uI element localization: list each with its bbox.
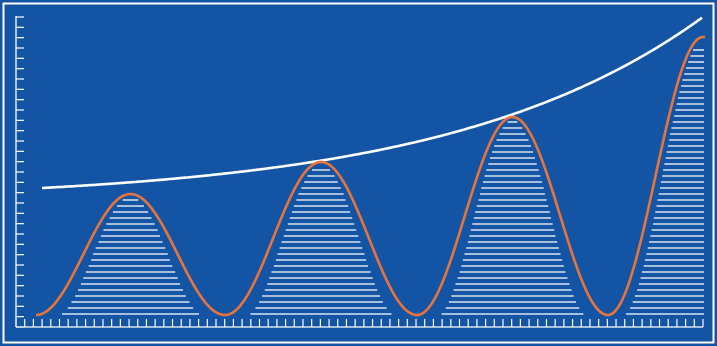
oscillation-curve	[35, 35, 705, 317]
peak-hatching	[62, 49, 704, 315]
x-axis-ticks	[15, 319, 704, 327]
y-axis-ticks	[16, 16, 24, 328]
envelope-curve	[41, 16, 703, 190]
